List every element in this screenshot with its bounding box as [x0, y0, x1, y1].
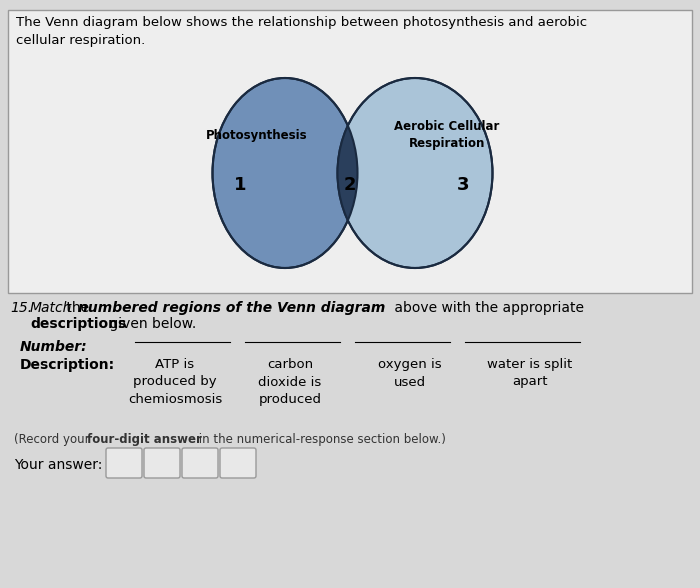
Text: 3: 3 [456, 176, 469, 194]
Text: oxygen is
used: oxygen is used [378, 358, 442, 389]
Text: Aerobic Cellular
Respiration: Aerobic Cellular Respiration [394, 121, 500, 149]
Text: carbon
dioxide is
produced: carbon dioxide is produced [258, 358, 321, 406]
FancyBboxPatch shape [220, 448, 256, 478]
FancyBboxPatch shape [106, 448, 142, 478]
Bar [8, 10, 692, 293]
FancyBboxPatch shape [144, 448, 180, 478]
Text: Number:: Number: [20, 340, 88, 354]
Text: ATP is
produced by
chemiosmosis: ATP is produced by chemiosmosis [128, 358, 222, 406]
Text: the: the [62, 301, 94, 315]
Text: above with the appropriate: above with the appropriate [390, 301, 584, 315]
Ellipse shape [213, 78, 358, 268]
Text: Your answer:: Your answer: [14, 458, 102, 472]
Text: Match: Match [30, 301, 72, 315]
Text: water is split
apart: water is split apart [487, 358, 573, 389]
Text: descriptions: descriptions [30, 317, 126, 331]
Ellipse shape [337, 78, 493, 268]
FancyBboxPatch shape [182, 448, 218, 478]
Text: 15.: 15. [10, 301, 32, 315]
Text: 2: 2 [344, 176, 356, 194]
Text: four-digit answer: four-digit answer [87, 433, 202, 446]
Text: 1: 1 [234, 176, 246, 194]
Ellipse shape [213, 78, 358, 268]
Text: Photosynthesis: Photosynthesis [206, 129, 308, 142]
Text: Description:: Description: [20, 358, 115, 372]
Text: given below.: given below. [105, 317, 196, 331]
Text: numbered regions of the Venn diagram: numbered regions of the Venn diagram [78, 301, 386, 315]
Text: The Venn diagram below shows the relationship between photosynthesis and aerobic: The Venn diagram below shows the relatio… [16, 16, 587, 47]
Text: (Record your: (Record your [14, 433, 93, 446]
Text: in the numerical-response section below.): in the numerical-response section below.… [195, 433, 446, 446]
